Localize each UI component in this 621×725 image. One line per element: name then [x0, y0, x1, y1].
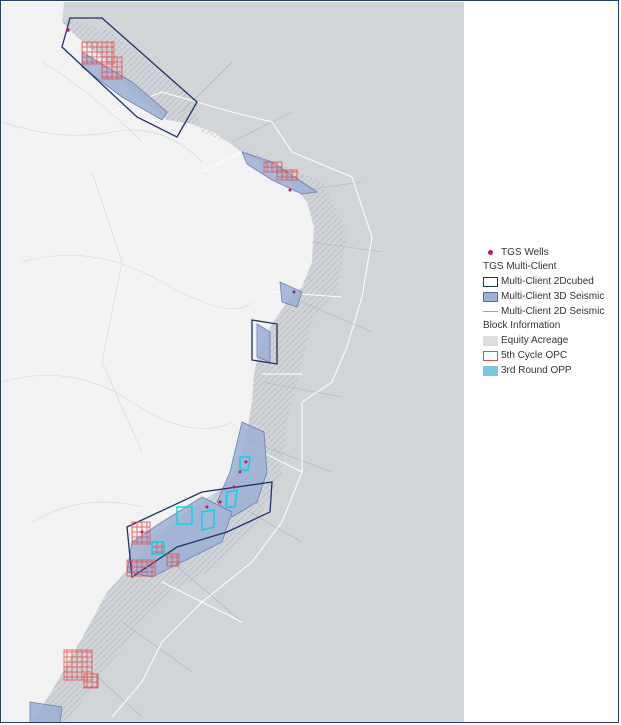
- legend-wells-label: TGS Wells: [501, 247, 549, 258]
- brazil-margin-map: [2, 2, 464, 722]
- land-mass: [2, 2, 314, 722]
- outline-swatch-icon: [483, 350, 498, 361]
- outline-swatch-icon: [483, 276, 498, 287]
- legend-opc-label: 5th Cycle OPC: [501, 350, 568, 361]
- legend-multi-client-heading: TGS Multi-Client: [483, 261, 557, 272]
- legend-equity: Equity Acreage: [483, 333, 618, 348]
- map-legend: TGS Wells TGS Multi-Client Multi-Client …: [483, 245, 618, 378]
- line-swatch-icon: [483, 311, 498, 312]
- fill-swatch-icon: [483, 291, 498, 302]
- seismic-2d-coverage: [32, 17, 347, 722]
- map-canvas[interactable]: [2, 2, 464, 722]
- dot-icon: [483, 248, 498, 258]
- legend-opp: 3rd Round OPP: [483, 363, 618, 378]
- legend-2d-seismic-label: Multi-Client 2D Seismic: [501, 306, 605, 317]
- legend-opp-label: 3rd Round OPP: [501, 365, 572, 376]
- legend-2dcubed: Multi-Client 2Dcubed: [483, 274, 618, 289]
- land-features: [2, 61, 253, 523]
- legend-block-heading: Block Information: [483, 320, 561, 331]
- legend-3d-seismic-label: Multi-Client 3D Seismic: [501, 291, 605, 302]
- opp-blocks: [151, 456, 251, 555]
- legend-opc: 5th Cycle OPC: [483, 348, 618, 363]
- wells-points: [66, 28, 296, 534]
- fill-swatch-icon: [483, 365, 498, 376]
- legend-3d-seismic: Multi-Client 3D Seismic: [483, 289, 618, 304]
- legend-2d-seismic: Multi-Client 2D Seismic: [483, 304, 618, 319]
- legend-2dcubed-label: Multi-Client 2Dcubed: [501, 276, 594, 287]
- fill-swatch-icon: [483, 335, 498, 346]
- legend-wells: TGS Wells: [483, 245, 618, 260]
- legend-equity-label: Equity Acreage: [501, 335, 569, 346]
